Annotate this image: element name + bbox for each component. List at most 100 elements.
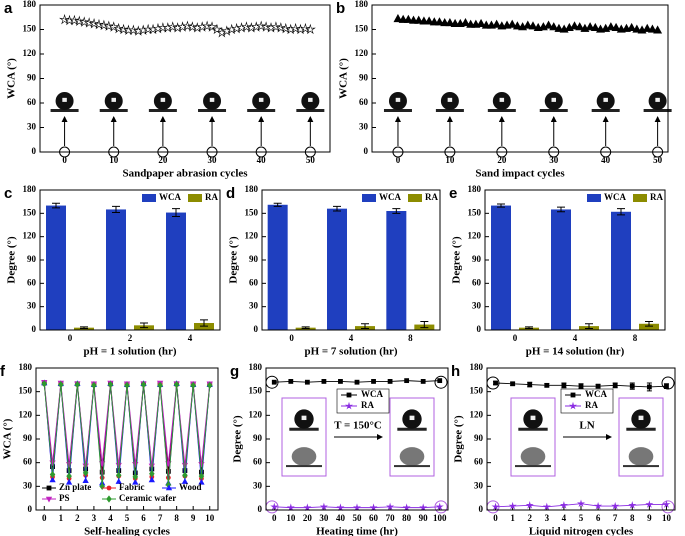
marker (181, 478, 189, 484)
marker (346, 392, 352, 398)
y-tick-label: 90 (23, 433, 33, 443)
y-tick-label: 120 (23, 48, 37, 58)
marker (304, 379, 310, 385)
marker (127, 24, 139, 35)
x-tick-label: 60 (369, 513, 379, 523)
y-axis-label: Degree (°) (232, 415, 244, 463)
y-tick-label: 60 (27, 97, 37, 107)
marker (99, 461, 106, 467)
substrate (289, 427, 319, 431)
x-tick-label: 30 (208, 155, 218, 165)
substrate (626, 427, 656, 431)
x-tick-label: 4 (562, 513, 567, 523)
y-tick-label: 30 (27, 301, 37, 311)
droplet-highlight (62, 97, 67, 102)
callout (434, 375, 448, 389)
legend-label: RA (425, 192, 438, 202)
error-bar (557, 206, 565, 213)
marker (493, 380, 498, 386)
marker (73, 15, 85, 27)
x-tick-label: 10 (205, 513, 215, 523)
marker (510, 381, 516, 387)
y-tick-label: 90 (474, 433, 484, 443)
marker (198, 472, 205, 480)
droplet-highlight (308, 97, 313, 102)
marker (492, 19, 502, 28)
x-tick-label: 5 (579, 513, 584, 523)
x-tick-label: 2 (527, 513, 532, 523)
y-tick-label: 90 (249, 254, 259, 264)
y-tick-label: 180 (355, 0, 369, 9)
marker (99, 482, 105, 490)
marker (424, 16, 434, 25)
panel-label: b (336, 0, 345, 17)
x-tick-label: 0 (513, 333, 518, 343)
marker (280, 22, 292, 34)
bar (327, 208, 347, 330)
marker (386, 502, 395, 511)
marker (88, 18, 100, 29)
marker (255, 20, 267, 31)
y-tick-label: 150 (470, 386, 484, 396)
y-axis-label: Degree (°) (6, 236, 18, 284)
error-bar (497, 203, 505, 208)
marker (632, 24, 642, 33)
droplet-highlight (258, 97, 264, 102)
substrate (247, 109, 276, 112)
marker (93, 18, 105, 30)
marker (46, 485, 52, 491)
marker (99, 469, 105, 475)
marker (132, 478, 139, 485)
x-tick-label: 6 (141, 513, 146, 523)
y-tick-label: 120 (355, 48, 369, 58)
droplet-highlight (409, 415, 415, 421)
y-tick-label: 120 (245, 231, 259, 241)
legend-swatch (408, 194, 422, 202)
marker (190, 381, 196, 389)
legend-label: RA (361, 400, 374, 410)
marker (606, 22, 616, 31)
marker (461, 18, 470, 27)
marker (414, 15, 424, 24)
y-axis-label: Degree (°) (228, 236, 240, 284)
y-tick-label: 0 (364, 146, 369, 156)
droplet-highlight (301, 415, 307, 421)
marker (240, 21, 252, 32)
marker (387, 379, 393, 384)
marker (98, 19, 110, 31)
x-axis-label: Sand impact cycles (475, 168, 565, 180)
marker (629, 383, 635, 389)
x-tick-label: 0 (289, 333, 294, 343)
marker (319, 502, 328, 511)
x-tick-label: 40 (601, 155, 611, 165)
marker (198, 478, 205, 485)
marker (165, 468, 171, 474)
marker (49, 470, 56, 479)
plot-frame (486, 367, 676, 511)
marker (435, 502, 444, 511)
flattened-droplet (399, 447, 425, 466)
marker (611, 22, 621, 32)
legend-label: PS (59, 493, 70, 503)
x-tick-label: 5 (125, 513, 130, 523)
x-tick-label: 30 (319, 513, 329, 523)
x-tick-label: 8 (174, 513, 179, 523)
droplet-highlight (530, 415, 536, 421)
y-tick-label: 90 (27, 73, 37, 83)
substrate (623, 465, 659, 468)
marker (344, 401, 354, 410)
y-tick-label: 180 (470, 362, 484, 372)
y-tick-label: 150 (19, 386, 33, 396)
y-tick-label: 0 (254, 324, 259, 334)
x-tick-label: 10 (445, 155, 455, 165)
droplet-highlight (638, 415, 644, 421)
legend-label: Wood (179, 482, 202, 492)
substrate (198, 109, 227, 112)
x-tick-label: 20 (497, 155, 507, 165)
marker (299, 22, 311, 34)
legend-label: WCA (361, 389, 383, 399)
x-tick-label: 0 (272, 513, 277, 523)
legend-swatch (188, 194, 202, 202)
marker (585, 22, 595, 31)
marker (568, 401, 578, 410)
